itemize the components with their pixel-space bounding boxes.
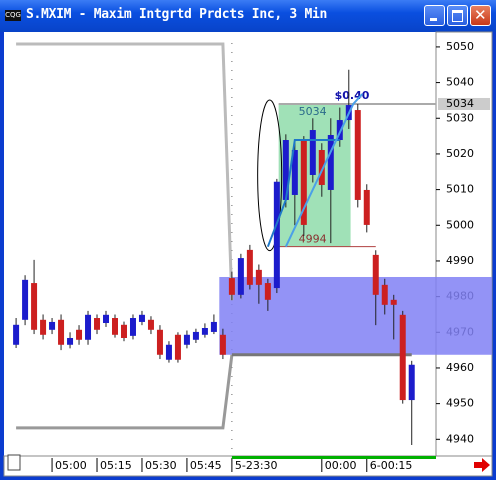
candle-body [372, 254, 379, 295]
close-button[interactable]: ✕ [470, 5, 491, 26]
candle-body [31, 283, 38, 330]
y-tick-label: 5000 [446, 218, 474, 231]
candle-body [85, 314, 92, 340]
x-tick-label: 00:00 [325, 459, 357, 472]
candle-body [363, 189, 370, 225]
candle-body [13, 324, 20, 345]
y-tick-label: 5030 [446, 111, 474, 124]
window-title: S.MXIM - Maxim Intgrtd Prdcts Inc, 3 Min [26, 7, 328, 22]
app-icon: CQG [5, 10, 21, 21]
candle-body [246, 249, 253, 285]
change-label: $0.40 [335, 89, 370, 102]
y-tick-label: 5040 [446, 76, 474, 89]
candle-body [120, 324, 127, 338]
candle-body [103, 314, 110, 324]
candle-body [94, 318, 101, 330]
candle-body [408, 364, 415, 401]
candle-body [237, 258, 244, 295]
session-bar [231, 456, 436, 459]
maximize-button[interactable] [447, 5, 468, 26]
candle-body [156, 329, 163, 355]
y-tick-label: 4960 [446, 361, 474, 374]
candle-body [147, 319, 154, 330]
y-tick-label: 4950 [446, 397, 474, 410]
candle-body [58, 319, 65, 345]
scroll-box[interactable] [7, 454, 21, 471]
lower-level-line [16, 354, 234, 430]
title-bar: CQG S.MXIM - Maxim Intgrtd Prdcts Inc, 3… [0, 0, 496, 32]
candle-body [219, 334, 226, 355]
candle-body [129, 318, 136, 336]
candle-body [300, 140, 307, 225]
y-tick-label: 4940 [446, 432, 474, 445]
trend-line [266, 139, 340, 248]
candle-body [327, 135, 334, 190]
candle-body [165, 344, 172, 360]
zone-low-label: 4994 [299, 233, 327, 246]
candle-body [192, 331, 199, 340]
scroll-arrow[interactable] [474, 458, 490, 472]
candle-body [255, 269, 262, 285]
candle-body [40, 319, 47, 335]
trend-line-2 [284, 93, 364, 248]
candle-body [49, 321, 56, 330]
y-tick-label: 5020 [446, 147, 474, 160]
candle-body [354, 110, 361, 200]
y-tick-label: 5050 [446, 40, 474, 53]
candle-body [67, 337, 74, 345]
candle-body [201, 328, 208, 335]
price-axis [435, 31, 493, 457]
price-highlight-label: 5034 [446, 97, 474, 110]
y-tick-label: 5010 [446, 183, 474, 196]
candle-body [76, 329, 83, 340]
x-tick-label: 05:15 [100, 459, 132, 472]
candle-body [264, 283, 271, 300]
x-tick-label: 05:00 [55, 459, 87, 472]
candle-body [291, 150, 298, 195]
x-tick-label: 05:30 [145, 459, 177, 472]
price-highlight [438, 97, 490, 110]
candle-body [318, 150, 325, 185]
candle-body [183, 334, 190, 345]
candle-body [399, 314, 406, 401]
candle-body [174, 334, 181, 360]
y-tick-label: 4990 [446, 254, 474, 267]
selection-ellipse [257, 99, 283, 252]
x-tick-label: 6-00:15 [370, 459, 413, 472]
candle-body [282, 140, 289, 200]
candle-body [138, 314, 145, 322]
candle-body [228, 278, 235, 295]
candle-body [309, 130, 316, 175]
minimize-button[interactable] [424, 5, 445, 26]
candle-body [22, 279, 29, 320]
price-band [219, 276, 492, 355]
candle-body [381, 284, 388, 305]
candle-body [210, 321, 217, 332]
x-tick-label: 05:45 [190, 459, 222, 472]
x-tick-label: 5-23:30 [235, 459, 278, 472]
zone-high-label: 5034 [299, 105, 327, 118]
candle-body [390, 299, 397, 305]
upper-level-line [16, 42, 234, 301]
candle-body [112, 318, 118, 335]
candle-body [273, 181, 280, 289]
candle-body [336, 120, 343, 141]
